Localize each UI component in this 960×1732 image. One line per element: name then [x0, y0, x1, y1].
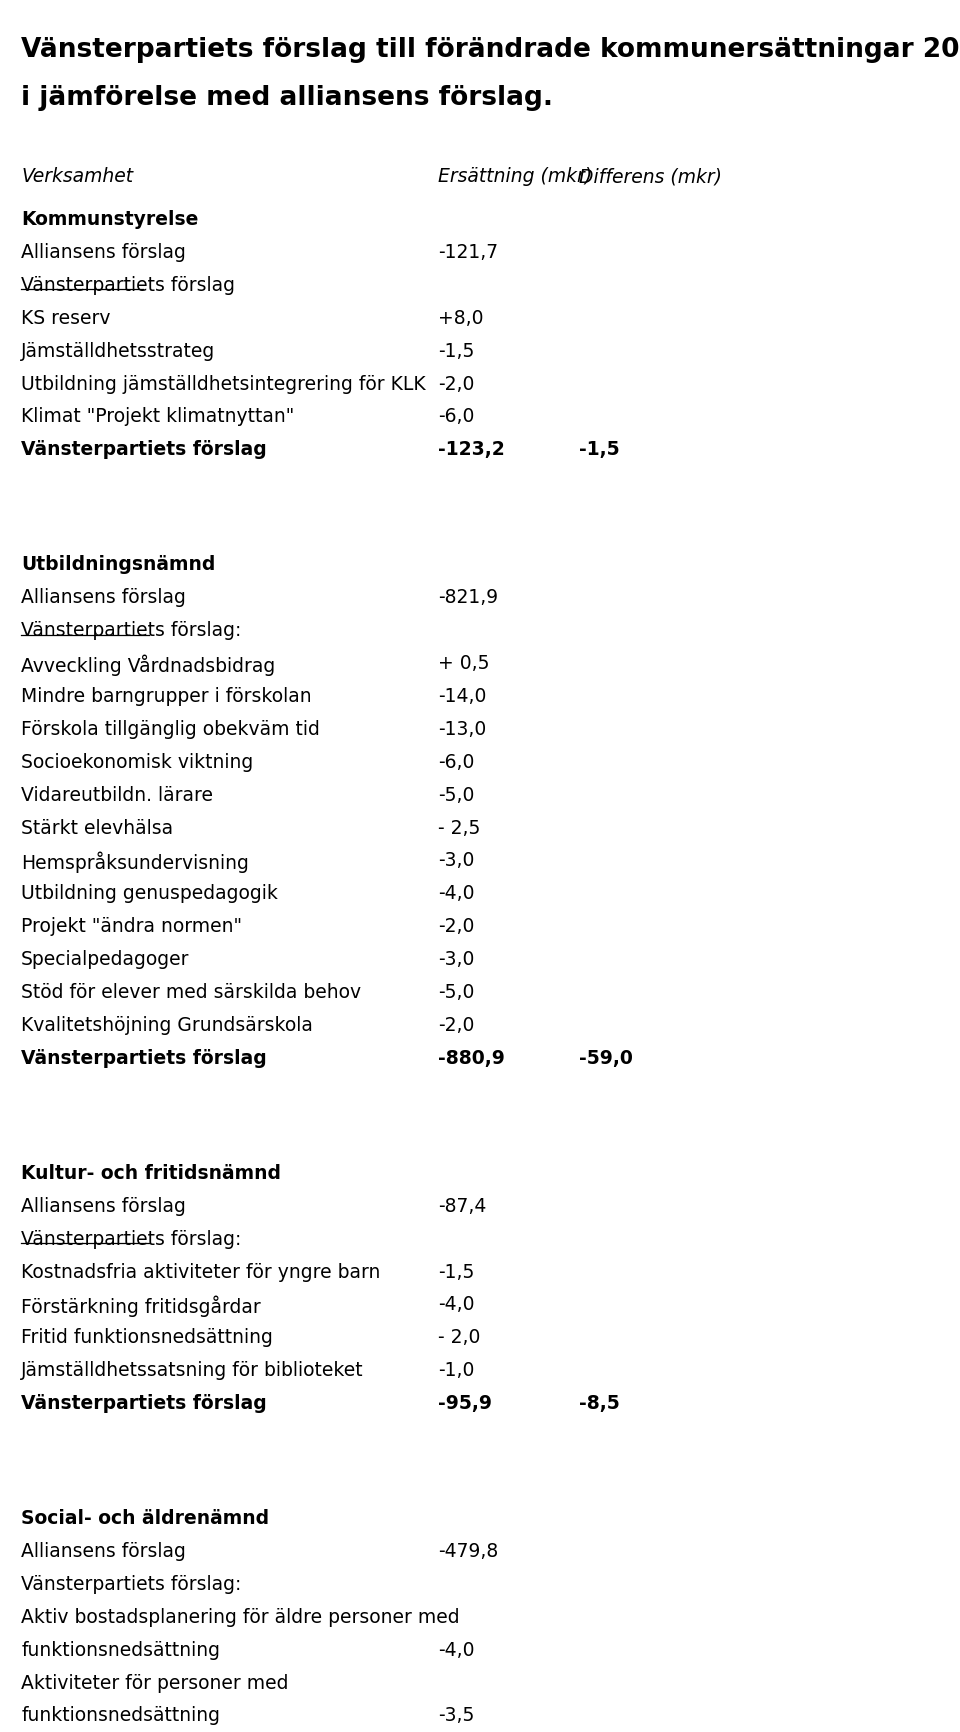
Text: Specialpedagoger: Specialpedagoger — [21, 951, 190, 970]
Text: Vänsterpartiets förslag: Vänsterpartiets förslag — [21, 275, 235, 294]
Text: Jämställdhetssatsning för biblioteket: Jämställdhetssatsning för biblioteket — [21, 1361, 364, 1380]
Text: -5,0: -5,0 — [438, 786, 474, 805]
Text: +8,0: +8,0 — [438, 308, 484, 327]
Text: Kostnadsfria aktiviteter för yngre barn: Kostnadsfria aktiviteter för yngre barn — [21, 1263, 380, 1282]
Text: Stärkt elevhälsa: Stärkt elevhälsa — [21, 819, 174, 838]
Text: Vänsterpartiets förslag:: Vänsterpartiets förslag: — [21, 1574, 242, 1593]
Text: Klimat "Projekt klimatnyttan": Klimat "Projekt klimatnyttan" — [21, 407, 295, 426]
Text: -4,0: -4,0 — [438, 885, 474, 904]
Text: Socioekonomisk viktning: Socioekonomisk viktning — [21, 753, 253, 772]
Text: Aktiviteter för personer med: Aktiviteter för personer med — [21, 1673, 289, 1692]
Text: -121,7: -121,7 — [438, 242, 498, 262]
Text: Alliansens förslag: Alliansens förslag — [21, 1197, 186, 1216]
Text: -4,0: -4,0 — [438, 1640, 474, 1659]
Text: Social- och äldrenämnd: Social- och äldrenämnd — [21, 1509, 270, 1528]
Text: + 0,5: + 0,5 — [438, 655, 490, 674]
Text: Alliansens förslag: Alliansens förslag — [21, 242, 186, 262]
Text: Vänsterpartiets förslag:: Vänsterpartiets förslag: — [21, 1230, 242, 1249]
Text: -123,2: -123,2 — [438, 440, 505, 459]
Text: funktionsnedsättning: funktionsnedsättning — [21, 1640, 220, 1659]
Text: Förskola tillgänglig obekväm tid: Förskola tillgänglig obekväm tid — [21, 721, 320, 740]
Text: Avveckling Vårdnadsbidrag: Avveckling Vårdnadsbidrag — [21, 655, 276, 675]
Text: i jämförelse med alliansens förslag.: i jämförelse med alliansens förslag. — [21, 85, 553, 111]
Text: Hemspråksundervisning: Hemspråksundervisning — [21, 852, 249, 873]
Text: Kommunstyrelse: Kommunstyrelse — [21, 210, 199, 229]
Text: Mindre barngrupper i förskolan: Mindre barngrupper i förskolan — [21, 688, 312, 707]
Text: -2,0: -2,0 — [438, 1017, 474, 1036]
Text: Ersättning (mkr): Ersättning (mkr) — [438, 168, 592, 187]
Text: -14,0: -14,0 — [438, 688, 487, 707]
Text: Vänsterpartiets förslag: Vänsterpartiets förslag — [21, 1394, 267, 1413]
Text: -95,9: -95,9 — [438, 1394, 492, 1413]
Text: Projekt "ändra normen": Projekt "ändra normen" — [21, 918, 242, 937]
Text: -1,5: -1,5 — [579, 440, 620, 459]
Text: Utbildning genuspedagogik: Utbildning genuspedagogik — [21, 885, 278, 904]
Text: -3,5: -3,5 — [438, 1706, 474, 1725]
Text: -6,0: -6,0 — [438, 753, 474, 772]
Text: Differens (mkr): Differens (mkr) — [579, 168, 722, 187]
Text: Vänsterpartiets förslag: Vänsterpartiets förslag — [21, 1050, 267, 1067]
Text: Alliansens förslag: Alliansens förslag — [21, 1541, 186, 1561]
Text: Kvalitetshöjning Grundsärskola: Kvalitetshöjning Grundsärskola — [21, 1017, 313, 1036]
Text: Förstärkning fritidsgårdar: Förstärkning fritidsgårdar — [21, 1296, 261, 1316]
Text: - 2,0: - 2,0 — [438, 1328, 480, 1347]
Text: Fritid funktionsnedsättning: Fritid funktionsnedsättning — [21, 1328, 273, 1347]
Text: -8,5: -8,5 — [579, 1394, 620, 1413]
Text: Vänsterpartiets förslag till förändrade kommunersättningar 2014: Vänsterpartiets förslag till förändrade … — [21, 38, 960, 64]
Text: -87,4: -87,4 — [438, 1197, 487, 1216]
Text: -821,9: -821,9 — [438, 589, 498, 608]
Text: Kultur- och fritidsnämnd: Kultur- och fritidsnämnd — [21, 1164, 281, 1183]
Text: -5,0: -5,0 — [438, 984, 474, 1003]
Text: -59,0: -59,0 — [579, 1050, 634, 1067]
Text: -1,0: -1,0 — [438, 1361, 474, 1380]
Text: -2,0: -2,0 — [438, 918, 474, 937]
Text: Alliansens förslag: Alliansens förslag — [21, 589, 186, 608]
Text: Vänsterpartiets förslag:: Vänsterpartiets förslag: — [21, 622, 242, 641]
Text: -1,5: -1,5 — [438, 341, 474, 360]
Text: -3,0: -3,0 — [438, 852, 474, 871]
Text: KS reserv: KS reserv — [21, 308, 110, 327]
Text: -880,9: -880,9 — [438, 1050, 505, 1067]
Text: -3,0: -3,0 — [438, 951, 474, 970]
Text: - 2,5: - 2,5 — [438, 819, 480, 838]
Text: Stöd för elever med särskilda behov: Stöd för elever med särskilda behov — [21, 984, 361, 1003]
Text: Utbildningsnämnd: Utbildningsnämnd — [21, 556, 216, 575]
Text: -13,0: -13,0 — [438, 721, 486, 740]
Text: Aktiv bostadsplanering för äldre personer med: Aktiv bostadsplanering för äldre persone… — [21, 1607, 460, 1626]
Text: -6,0: -6,0 — [438, 407, 474, 426]
Text: Utbildning jämställdhetsintegrering för KLK: Utbildning jämställdhetsintegrering för … — [21, 374, 426, 393]
Text: Vänsterpartiets förslag: Vänsterpartiets förslag — [21, 440, 267, 459]
Text: -4,0: -4,0 — [438, 1296, 474, 1315]
Text: Vidareutbildn. lärare: Vidareutbildn. lärare — [21, 786, 213, 805]
Text: -479,8: -479,8 — [438, 1541, 498, 1561]
Text: Jämställdhetsstrateg: Jämställdhetsstrateg — [21, 341, 215, 360]
Text: Verksamhet: Verksamhet — [21, 168, 133, 187]
Text: -2,0: -2,0 — [438, 374, 474, 393]
Text: funktionsnedsättning: funktionsnedsättning — [21, 1706, 220, 1725]
Text: -1,5: -1,5 — [438, 1263, 474, 1282]
